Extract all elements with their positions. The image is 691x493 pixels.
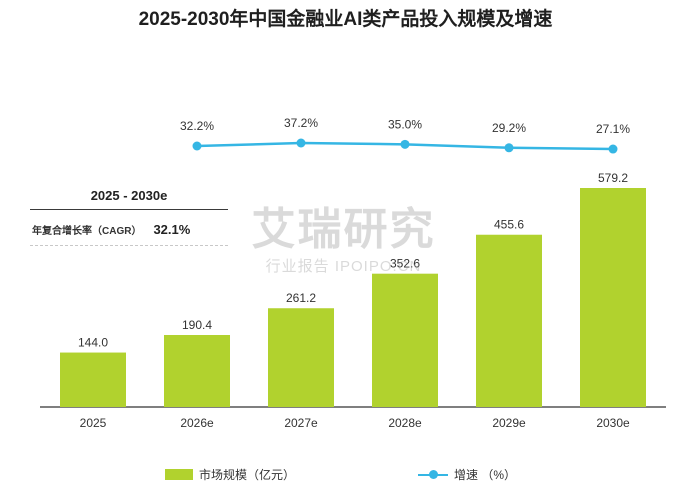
bar-2025: [60, 352, 126, 407]
bar-value-label: 352.6: [390, 257, 420, 271]
growth-point-2027e: [296, 138, 306, 148]
x-tick-label: 2029e: [492, 416, 526, 430]
growth-point-2029e: [504, 143, 514, 153]
bar-2026e: [164, 335, 230, 407]
bars-layer: [40, 188, 666, 408]
growth-point-2030e: [608, 144, 618, 154]
growth-value-label: 37.2%: [284, 116, 318, 130]
bar-value-label: 455.6: [494, 218, 524, 232]
x-tick-label: 2030e: [596, 416, 630, 430]
growth-value-label: 35.0%: [388, 117, 422, 131]
cagr-period: 2025 - 2030e: [30, 188, 228, 210]
legend-line-swatch: [418, 469, 448, 480]
cagr-label: 年复合增长率（CAGR）: [32, 226, 142, 237]
bar-value-label: 190.4: [182, 318, 212, 332]
bar-value-label: 261.2: [286, 291, 316, 305]
legend-bar-swatch: [165, 469, 193, 480]
legend-item-bar: 市场规模（亿元）: [165, 466, 295, 483]
legend: 市场规模（亿元） 增速 （%）: [0, 466, 691, 486]
labels-layer: 144.0 2025 190.4 2026e 261.2 2027e 352.6 2028e 4…: [78, 116, 630, 430]
cagr-row: 年复合增长率（CAGR） 32.1%: [30, 210, 228, 246]
legend-line-label: 增速 （%）: [454, 468, 517, 482]
x-tick-label: 2025: [80, 416, 107, 430]
bar-2030e: [580, 188, 646, 407]
legend-item-line: 增速 （%）: [418, 466, 516, 483]
growth-point-2028e: [400, 139, 410, 149]
bar-value-label: 144.0: [78, 336, 108, 350]
bar-value-label: 579.2: [598, 171, 628, 185]
legend-bar-label: 市场规模（亿元）: [199, 468, 296, 482]
cagr-box: 2025 - 2030e 年复合增长率（CAGR） 32.1%: [30, 188, 228, 246]
x-tick-label: 2026e: [180, 416, 214, 430]
bar-2029e: [476, 234, 542, 407]
growth-value-label: 27.1%: [596, 122, 630, 136]
x-tick-label: 2027e: [284, 416, 318, 430]
growth-value-label: 29.2%: [492, 121, 526, 135]
chart-title: 2025-2030年中国金融业AI类产品投入规模及增速: [138, 9, 553, 30]
growth-line-layer: [192, 138, 618, 154]
bar-2027e: [268, 308, 334, 407]
growth-value-label: 32.2%: [180, 119, 214, 133]
cagr-value: 32.1%: [153, 222, 191, 237]
bar-2028e: [372, 273, 438, 407]
x-tick-label: 2028e: [388, 416, 422, 430]
growth-point-2026e: [192, 141, 202, 151]
